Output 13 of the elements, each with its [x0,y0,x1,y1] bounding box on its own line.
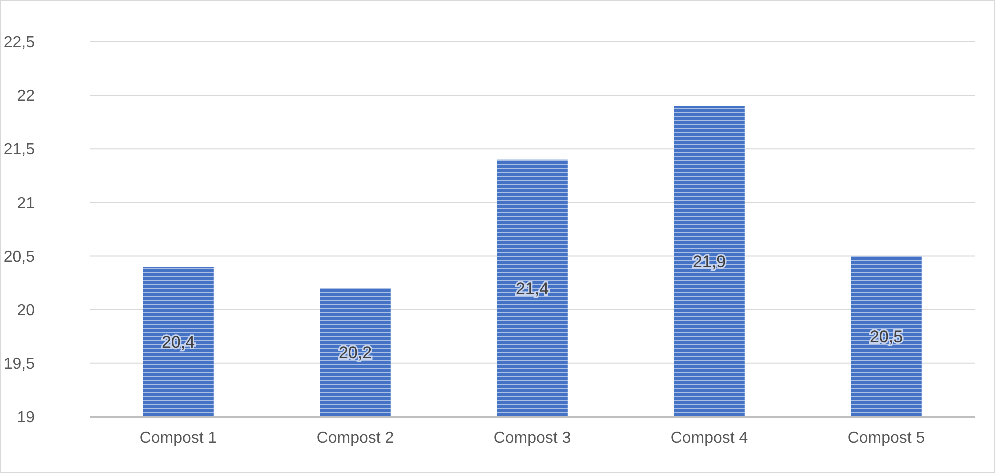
y-tick-label: 21 [17,195,36,212]
x-tick-label: Compost 3 [494,430,572,447]
y-tick-label: 22,5 [4,34,36,52]
y-tick-label: 22 [17,88,36,106]
x-tick-label: Compost 4 [670,430,748,447]
x-tick-label: Compost 2 [316,430,394,447]
y-tick-label: 21,5 [4,142,36,159]
y-tick-label: 19 [17,410,36,427]
x-tick-label: Compost 1 [140,430,218,447]
y-tick-label: 19,5 [4,356,36,374]
x-tick-label: Compost 5 [848,430,926,447]
y-tick-label: 20,5 [4,248,36,266]
y-tick-label: 20 [17,302,36,320]
